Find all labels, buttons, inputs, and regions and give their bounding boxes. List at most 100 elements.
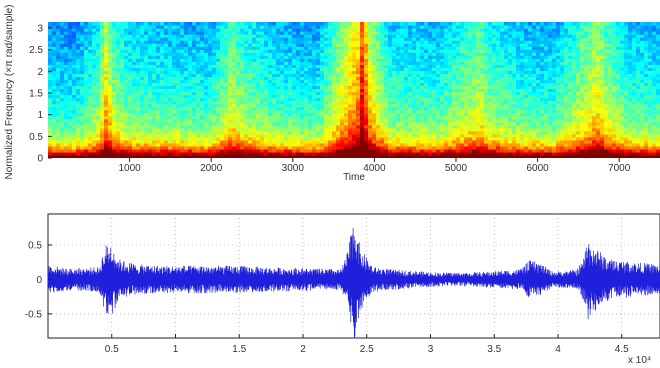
spectrogram-cell	[152, 58, 157, 62]
spectrogram-cell	[140, 64, 145, 68]
spectrogram-cell	[256, 37, 261, 41]
spectrogram-cell	[60, 91, 65, 96]
spectrogram-cell	[320, 103, 325, 108]
spectrogram-cell	[188, 70, 193, 74]
spectrogram-cell	[64, 142, 69, 147]
spectrogram-cell	[372, 64, 377, 68]
spectrogram-cell	[196, 55, 201, 59]
spectrogram-cell	[140, 79, 145, 84]
spectrogram-cell	[332, 25, 337, 29]
spectrogram-cell	[452, 154, 457, 158]
spectrogram-cell	[216, 145, 221, 150]
spectrogram-cell	[76, 61, 81, 65]
spectrogram-cell	[344, 136, 349, 141]
spectrogram-cell	[284, 55, 289, 59]
spectrogram-cell	[304, 73, 309, 77]
spectrogram-cell	[132, 85, 137, 90]
spectrogram-cell	[268, 154, 273, 158]
spectrogram-cell	[228, 85, 233, 90]
spectrogram-cell	[272, 37, 277, 41]
spectrogram-cell	[488, 37, 493, 41]
spectrogram-cell	[268, 46, 273, 50]
spectrogram-cell	[184, 46, 189, 50]
spectrogram-cell	[192, 121, 197, 126]
spectrogram-cell	[136, 127, 141, 132]
spectrogram-cell	[332, 28, 337, 32]
spectrogram-cell	[440, 91, 445, 96]
spectrogram-cell	[220, 136, 225, 141]
spectrogram-cell	[264, 151, 269, 156]
spectrogram-cell	[336, 121, 341, 126]
spectrogram-cell	[228, 142, 233, 147]
spectrogram-cell	[232, 43, 237, 47]
spectrogram-cell	[468, 103, 473, 108]
spectrogram-cell	[472, 61, 477, 65]
spectrogram-cell	[376, 55, 381, 59]
spectrogram-cell	[472, 31, 477, 35]
spectrogram-cell	[484, 34, 489, 38]
spectrogram-cell	[292, 64, 297, 68]
spectrogram-cell	[488, 91, 493, 96]
spectrogram-cell	[352, 70, 357, 74]
spectrogram-cell	[264, 37, 269, 41]
spectrogram-cell	[72, 121, 77, 126]
spectrogram-cell	[208, 40, 213, 44]
spectrogram-cell	[72, 40, 77, 44]
spectrogram-cell	[384, 148, 389, 153]
spectrogram-cell	[108, 70, 113, 74]
spectrogram-cell	[312, 85, 317, 90]
spectrogram-cell	[100, 43, 105, 47]
spectrogram-cell	[112, 148, 117, 153]
spectrogram-cell	[120, 121, 125, 126]
spectrogram-cell	[72, 28, 77, 32]
spectrogram-cell	[152, 118, 157, 123]
spectrogram-cell	[144, 82, 149, 87]
spectrogram-cell	[424, 46, 429, 50]
spectrogram-cell	[440, 130, 445, 135]
spectrogram-cell	[456, 154, 461, 158]
spectrogram-cell	[260, 79, 265, 84]
spectrogram-cell	[216, 34, 221, 38]
spectrogram-cell	[332, 127, 337, 132]
spectrogram-cell	[300, 103, 305, 108]
spectrogram-cell	[480, 112, 485, 117]
spectrogram-cell	[196, 127, 201, 132]
spectrogram-cell	[168, 61, 173, 65]
spectrogram-cell	[192, 82, 197, 87]
spectrogram-cell	[120, 118, 125, 123]
spectrogram-cell	[104, 115, 109, 120]
spectrogram-cell	[124, 127, 129, 132]
spectrogram-cell	[168, 79, 173, 84]
spectrogram-cell	[424, 106, 429, 111]
spectrogram-cell	[384, 136, 389, 141]
spectrogram-cell	[236, 94, 241, 99]
spectrogram-cell	[296, 151, 301, 156]
spectrogram-cell	[316, 91, 321, 96]
spectrogram-cell	[52, 76, 57, 81]
spectrogram-cell	[72, 109, 77, 114]
spectrogram-cell	[356, 127, 361, 132]
spectrogram-cell	[308, 115, 313, 120]
spectrogram-cell	[396, 91, 401, 96]
spectrogram-cell	[208, 115, 213, 120]
spectrogram-cell	[312, 118, 317, 123]
spectrogram-cell	[348, 43, 353, 47]
spectrogram-cell	[220, 133, 225, 138]
spectrogram-cell	[56, 100, 61, 105]
spectrogram-cell	[224, 67, 229, 71]
spectrogram-cell	[468, 79, 473, 84]
spectrogram-cell	[192, 76, 197, 81]
spectrogram-cell	[456, 124, 461, 129]
spectrogram-cell	[400, 61, 405, 65]
spectrogram-cell	[400, 28, 405, 32]
spectrogram-cell	[232, 40, 237, 44]
spectrogram-cell	[476, 91, 481, 96]
spectrogram-cell	[356, 118, 361, 123]
spectrogram-cell	[228, 97, 233, 102]
spectrogram-cell	[212, 109, 217, 114]
spectrogram-cell	[376, 34, 381, 38]
spectrogram-cell	[96, 52, 101, 56]
spectrogram-cell	[360, 67, 365, 71]
spectrogram-cell	[344, 145, 349, 150]
spectrogram-cell	[192, 100, 197, 105]
